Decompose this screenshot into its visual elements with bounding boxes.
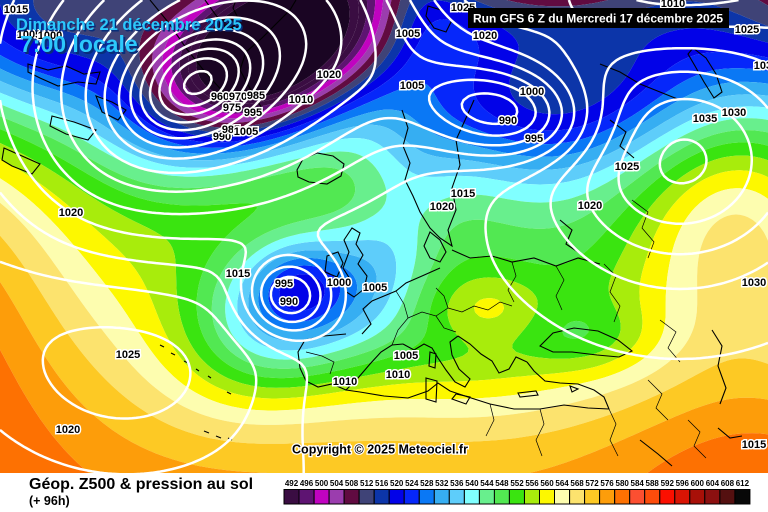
svg-text:1020: 1020 (473, 30, 497, 42)
svg-text:1005: 1005 (400, 80, 424, 92)
svg-text:500: 500 (315, 479, 329, 488)
svg-text:1015: 1015 (451, 188, 475, 200)
svg-text:1005: 1005 (394, 350, 418, 362)
svg-text:1000: 1000 (38, 30, 62, 42)
svg-text:1010: 1010 (661, 0, 685, 10)
svg-text:532: 532 (435, 479, 449, 488)
svg-text:1005: 1005 (363, 282, 387, 294)
svg-text:544: 544 (480, 479, 494, 488)
svg-text:1010: 1010 (386, 369, 410, 381)
svg-text:Géop. Z500 & pression au sol: Géop. Z500 & pression au sol (29, 476, 253, 493)
svg-text:985: 985 (222, 124, 240, 136)
svg-text:1030: 1030 (754, 60, 768, 72)
svg-text:990: 990 (280, 296, 298, 308)
svg-text:564: 564 (555, 479, 569, 488)
svg-text:596: 596 (676, 479, 690, 488)
svg-text:960: 960 (211, 91, 229, 103)
svg-text:584: 584 (631, 479, 645, 488)
svg-text:1000: 1000 (327, 277, 351, 289)
svg-text:1015: 1015 (742, 439, 766, 451)
svg-text:576: 576 (600, 479, 614, 488)
svg-text:1000: 1000 (520, 86, 544, 98)
svg-text:572: 572 (585, 479, 599, 488)
svg-text:612: 612 (736, 479, 750, 488)
svg-text:508: 508 (345, 479, 359, 488)
svg-text:995: 995 (244, 107, 262, 119)
svg-text:Run GFS 6 Z du Mercredi 17 déc: Run GFS 6 Z du Mercredi 17 décembre 2025 (473, 12, 723, 26)
svg-text:588: 588 (646, 479, 660, 488)
svg-text:504: 504 (330, 479, 344, 488)
svg-text:540: 540 (465, 479, 479, 488)
svg-text:1025: 1025 (735, 24, 759, 36)
svg-text:Copyright © 2025 Meteociel.fr: Copyright © 2025 Meteociel.fr (292, 443, 468, 457)
svg-text:1005: 1005 (17, 29, 41, 41)
svg-text:1010: 1010 (333, 376, 357, 388)
svg-text:608: 608 (721, 479, 735, 488)
svg-text:995: 995 (275, 278, 293, 290)
svg-text:7:00 locale: 7:00 locale (20, 31, 138, 57)
svg-text:568: 568 (570, 479, 584, 488)
svg-text:1030: 1030 (722, 107, 746, 119)
svg-text:995: 995 (525, 133, 543, 145)
svg-text:592: 592 (661, 479, 675, 488)
svg-text:524: 524 (405, 479, 419, 488)
svg-text:528: 528 (420, 479, 434, 488)
svg-text:1020: 1020 (317, 69, 341, 81)
svg-text:520: 520 (390, 479, 404, 488)
svg-text:(+ 96h): (+ 96h) (29, 494, 70, 508)
svg-text:975: 975 (223, 102, 241, 114)
svg-text:970: 970 (229, 91, 247, 103)
svg-text:1020: 1020 (56, 424, 80, 436)
svg-text:Dimanche 21 décembre 2025: Dimanche 21 décembre 2025 (16, 16, 242, 34)
svg-text:7:00 locale: 7:00 locale (22, 33, 140, 59)
svg-text:985: 985 (247, 90, 265, 102)
svg-text:Dimanche 21 décembre 2025: Dimanche 21 décembre 2025 (18, 18, 244, 36)
svg-text:1015: 1015 (226, 268, 250, 280)
svg-text:512: 512 (360, 479, 374, 488)
svg-text:560: 560 (540, 479, 554, 488)
svg-text:536: 536 (450, 479, 464, 488)
svg-text:1030: 1030 (742, 277, 766, 289)
svg-text:1025: 1025 (116, 349, 140, 361)
svg-text:516: 516 (375, 479, 389, 488)
svg-text:1035: 1035 (693, 113, 717, 125)
svg-text:990: 990 (213, 131, 231, 143)
svg-text:1020: 1020 (430, 201, 454, 213)
svg-text:604: 604 (706, 479, 720, 488)
svg-text:580: 580 (616, 479, 630, 488)
svg-text:496: 496 (300, 479, 314, 488)
svg-text:492: 492 (285, 479, 299, 488)
svg-text:990: 990 (499, 115, 517, 127)
svg-text:1025: 1025 (615, 161, 639, 173)
svg-text:1005: 1005 (396, 28, 420, 40)
svg-text:1020: 1020 (59, 207, 83, 219)
svg-text:1020: 1020 (578, 200, 602, 212)
svg-text:1010: 1010 (289, 94, 313, 106)
svg-text:552: 552 (510, 479, 524, 488)
svg-text:600: 600 (691, 479, 705, 488)
svg-text:1015: 1015 (4, 4, 28, 16)
svg-text:1005: 1005 (234, 126, 258, 138)
svg-text:548: 548 (495, 479, 509, 488)
svg-text:556: 556 (525, 479, 539, 488)
